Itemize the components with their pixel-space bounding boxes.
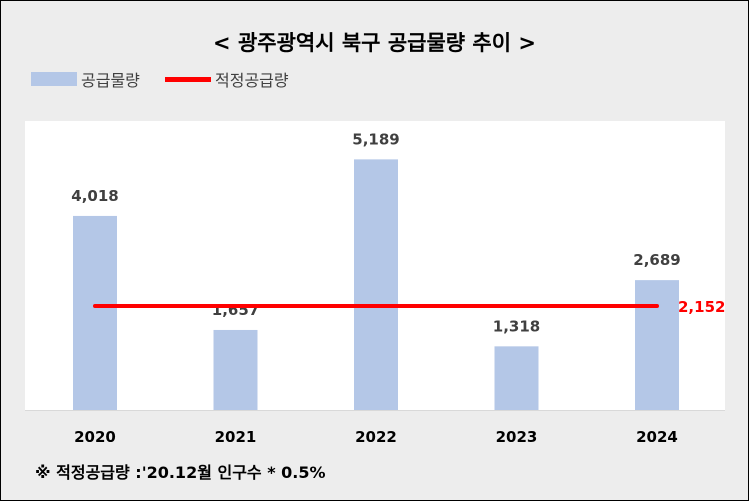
bar-2021 bbox=[213, 329, 258, 410]
bar-label-2021: 1,657 bbox=[212, 301, 259, 319]
bar-2020 bbox=[73, 215, 117, 410]
x-tick-2021: 2021 bbox=[215, 428, 257, 446]
legend-label-supply: 공급물량 bbox=[81, 71, 140, 90]
legend-item-supply: 공급물량 bbox=[31, 67, 140, 91]
x-tick-2024: 2024 bbox=[636, 428, 678, 446]
x-tick-2020: 2020 bbox=[74, 428, 116, 446]
bar-2024 bbox=[635, 280, 679, 410]
chart-title: < 광주광역시 북구 공급물량 추이 > bbox=[213, 31, 536, 55]
legend-swatch-line bbox=[165, 76, 211, 82]
x-tick-2023: 2023 bbox=[496, 428, 538, 446]
bar-label-2023: 1,318 bbox=[493, 317, 540, 335]
bar-label-2022: 5,189 bbox=[352, 130, 399, 148]
proper-supply-label: 2,152 bbox=[678, 298, 725, 316]
x-tick-2022: 2022 bbox=[355, 428, 397, 446]
legend-label-proper: 적정공급량 bbox=[215, 71, 289, 90]
bar-2023 bbox=[494, 346, 539, 410]
bar-label-2024: 2,689 bbox=[633, 251, 680, 269]
legend-swatch-bar bbox=[31, 72, 77, 86]
footnote: ※ 적정공급량 :'20.12월 인구수 * 0.5% bbox=[35, 463, 326, 482]
bar-2022 bbox=[354, 159, 398, 410]
legend-item-proper: 적정공급량 bbox=[165, 67, 289, 91]
bar-label-2020: 4,018 bbox=[71, 187, 118, 205]
